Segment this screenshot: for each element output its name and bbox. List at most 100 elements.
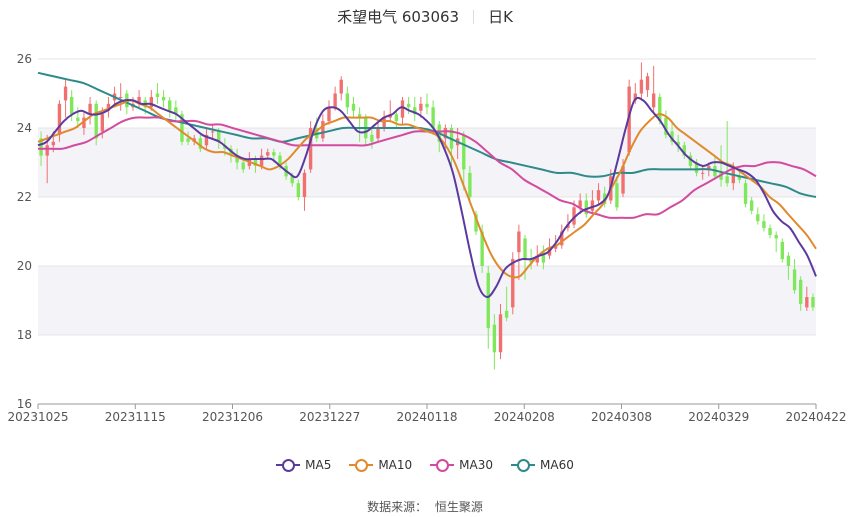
x-tick-label: 20240118	[396, 410, 457, 424]
x-tick-label: 20240329	[688, 410, 749, 424]
x-tick-label: 20231115	[105, 410, 166, 424]
candle-body	[474, 214, 478, 232]
candle-body	[357, 114, 362, 118]
candle-body	[161, 96, 166, 101]
candle-body	[186, 138, 190, 142]
candle-body	[560, 231, 564, 246]
candle-body	[296, 183, 301, 197]
candle-body	[572, 207, 576, 225]
legend-item-ma10[interactable]: MA10	[349, 458, 412, 472]
legend-label-ma10: MA10	[378, 458, 413, 472]
candle-body	[523, 238, 527, 260]
candle-body	[70, 96, 74, 115]
candle-body	[217, 131, 221, 142]
candle-body	[333, 93, 337, 108]
candle-body	[327, 107, 331, 122]
candle-body	[749, 200, 754, 211]
legend-swatch-ma10	[349, 458, 374, 472]
chart-title: 禾望电气 603063 日K	[0, 6, 850, 27]
candle-body	[174, 107, 178, 115]
data-source: 数据来源： 恒生聚源	[0, 498, 850, 515]
source-name: 恒生聚源	[434, 500, 483, 514]
candle-body	[633, 93, 637, 101]
candle-body	[498, 314, 503, 353]
candle-body	[694, 162, 699, 173]
candle-body	[578, 200, 582, 208]
candle-body	[321, 121, 325, 139]
candle-body	[431, 107, 435, 128]
candle-body	[39, 138, 43, 156]
candle-body	[94, 103, 98, 139]
series-line-ma5	[37, 96, 817, 299]
candle-body	[517, 231, 521, 253]
candle-body	[682, 145, 686, 156]
candle-body	[155, 93, 160, 97]
legend: MA5 MA10 MA30 MA60	[0, 458, 850, 472]
candle-body	[700, 172, 705, 174]
candle-body	[664, 117, 668, 135]
x-tick-label: 20231025	[7, 410, 68, 424]
y-tick-label: 16	[17, 397, 32, 411]
y-tick-label: 22	[17, 190, 32, 204]
candle-body	[553, 245, 558, 249]
candle-body	[492, 324, 497, 353]
candle-body	[799, 279, 803, 304]
candle-body	[541, 252, 546, 263]
candle-body	[566, 224, 570, 229]
candle-body	[406, 103, 411, 108]
candle-body	[590, 200, 595, 211]
candle-body	[272, 152, 276, 156]
candle-body	[737, 176, 742, 180]
candle-body	[743, 183, 748, 204]
legend-item-ma5[interactable]: MA5	[276, 458, 331, 472]
x-tick-label: 20240208	[494, 410, 555, 424]
source-label: 数据来源：	[367, 500, 428, 514]
candle-body	[259, 155, 264, 166]
candle-body	[688, 155, 693, 166]
grid-band	[38, 266, 816, 335]
candle-body	[792, 269, 797, 291]
candle-body	[413, 107, 417, 115]
candle-body	[725, 176, 729, 184]
title-separator	[473, 10, 475, 24]
candle-body	[119, 96, 123, 98]
candle-body	[645, 76, 650, 91]
period-label[interactable]: 日K	[488, 8, 513, 26]
candle-body	[290, 176, 294, 184]
grid-band	[38, 128, 816, 197]
candle-body	[51, 141, 55, 146]
y-tick-label: 20	[17, 259, 32, 273]
candle-body	[805, 297, 809, 308]
candle-body	[511, 259, 515, 308]
series-line-ma10	[37, 99, 817, 279]
legend-item-ma60[interactable]: MA60	[511, 458, 574, 472]
candle-body	[504, 310, 509, 318]
candle-body	[149, 96, 154, 108]
candle-body	[676, 141, 680, 146]
candle-body	[462, 134, 466, 170]
candle-body	[786, 255, 791, 266]
candle-body	[376, 128, 380, 139]
candle-body	[351, 103, 356, 111]
candle-body	[82, 117, 86, 128]
candle-body	[57, 103, 62, 135]
candle-body	[719, 172, 723, 180]
candle-body	[400, 100, 405, 118]
candle-body	[253, 159, 258, 166]
candle-body	[198, 138, 203, 149]
candle-body	[486, 272, 490, 329]
candle-body	[88, 103, 92, 115]
candle-body	[241, 162, 245, 170]
legend-swatch-ma30	[430, 458, 455, 472]
legend-item-ma30[interactable]: MA30	[430, 458, 493, 472]
stock-name: 禾望电气 603063	[337, 8, 460, 26]
candle-body	[345, 93, 350, 108]
y-tick-label: 18	[17, 328, 32, 342]
candle-body	[780, 241, 784, 260]
candle-body	[137, 96, 141, 104]
y-tick-label: 26	[17, 52, 32, 66]
legend-label-ma30: MA30	[459, 458, 494, 472]
candle-body	[774, 234, 778, 239]
candle-body	[762, 221, 766, 229]
candle-body	[370, 134, 374, 142]
